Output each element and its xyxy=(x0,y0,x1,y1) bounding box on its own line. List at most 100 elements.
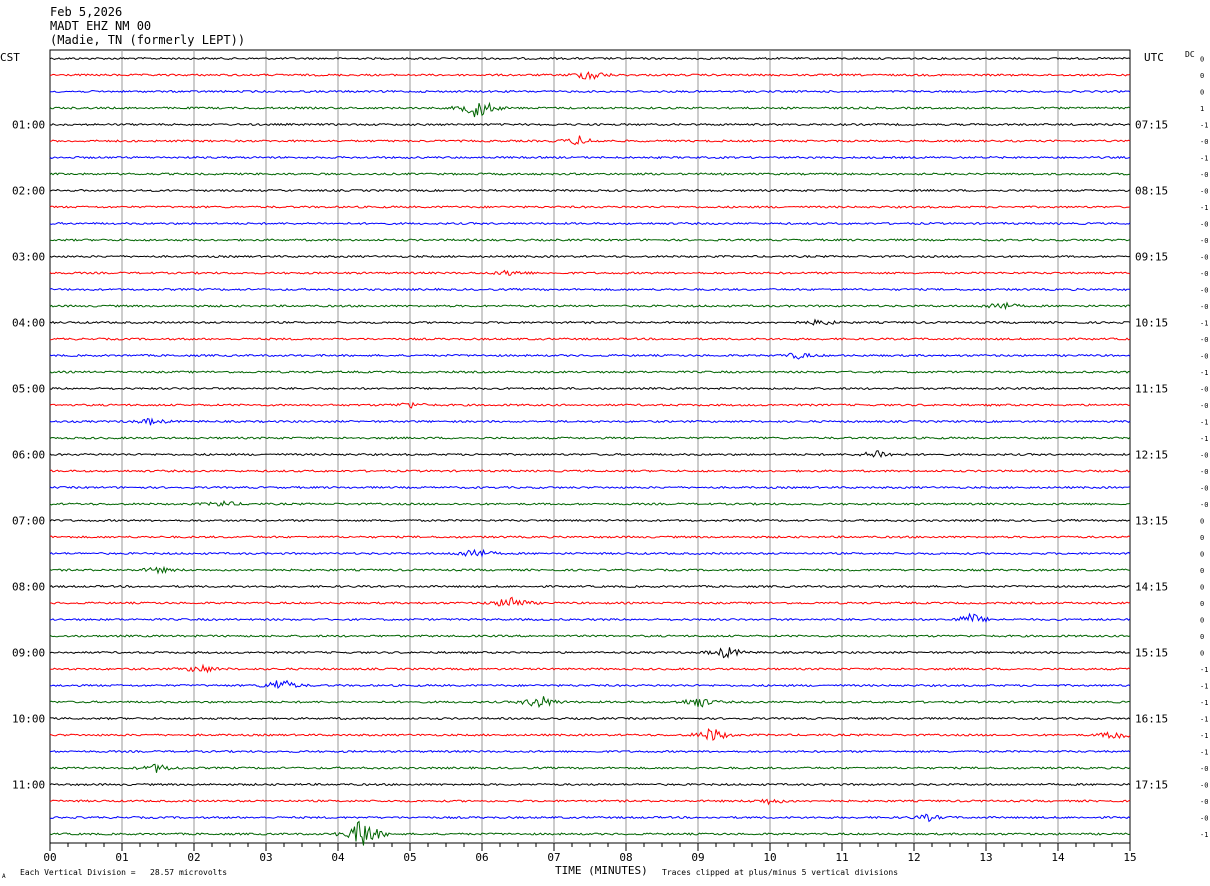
seismic-trace xyxy=(49,56,1131,61)
seismic-trace xyxy=(49,813,1131,823)
seismic-trace xyxy=(49,584,1130,589)
seismic-trace xyxy=(49,352,1131,360)
x-tick-label: 15 xyxy=(1123,851,1136,864)
seismic-trace xyxy=(49,287,1131,292)
dc-offset-label: -1 xyxy=(1200,320,1208,328)
seismic-trace xyxy=(49,205,1131,209)
dc-offset-label: 0 xyxy=(1200,534,1204,542)
seismic-trace xyxy=(50,663,1131,674)
seismic-trace xyxy=(49,548,1131,558)
left-hour-label: 10:00 xyxy=(12,713,45,726)
seismic-trace xyxy=(49,647,1131,659)
left-hour-label: 03:00 xyxy=(12,251,45,264)
dc-offset-label: -1 xyxy=(1200,716,1208,724)
right-hour-label: 12:15 xyxy=(1135,449,1168,462)
seismic-trace xyxy=(49,798,1131,806)
dc-offset-label: 0 xyxy=(1200,584,1204,592)
dc-offset-label: -1 xyxy=(1200,732,1208,740)
clipping-note: Traces clipped at plus/minus 5 vertical … xyxy=(662,868,898,877)
right-hour-label: 11:15 xyxy=(1135,383,1168,396)
dc-offset-label: -0 xyxy=(1200,221,1208,229)
label-group: 00 01 02 03 04 05 06 07 08 09 10 11 12 13 14 150001-1-0… xyxy=(12,56,1208,865)
x-axis-title: TIME (MINUTES) xyxy=(555,864,648,877)
right-hour-label: 15:15 xyxy=(1135,647,1168,660)
vertical-division-note: Each Vertical Division = 28.57 microvolt… xyxy=(20,868,227,877)
trace-group xyxy=(49,56,1131,846)
dc-offset-label: -0 xyxy=(1200,336,1208,344)
dc-offset-label: 0 xyxy=(1200,518,1204,526)
dc-offset-label: -1 xyxy=(1200,419,1208,427)
seismic-trace xyxy=(49,782,1131,787)
dc-offset-label: -1 xyxy=(1200,831,1208,839)
seismic-trace xyxy=(49,301,1131,311)
seismic-trace xyxy=(49,436,1131,440)
seismic-trace xyxy=(49,221,1131,226)
x-tick-label: 12 xyxy=(907,851,920,864)
dc-offset-label: 0 xyxy=(1200,617,1204,625)
right-hour-label: 07:15 xyxy=(1135,119,1168,132)
seismic-trace xyxy=(49,518,1131,523)
station-id: MADT EHZ NM 00 xyxy=(50,19,152,33)
dc-offset-label: -0 xyxy=(1200,468,1208,476)
x-tick-label: 11 xyxy=(835,851,848,864)
seismic-trace xyxy=(49,763,1131,773)
chart-date: Feb 5,2026 xyxy=(50,5,123,19)
dc-offset-label: -0 xyxy=(1200,782,1208,790)
seismic-trace xyxy=(49,101,1131,118)
dc-offset-label: -0 xyxy=(1200,798,1208,806)
x-tick-label: 00 xyxy=(43,851,56,864)
right-hour-label: 09:15 xyxy=(1135,251,1168,264)
seismic-trace xyxy=(49,89,1131,94)
seismic-trace xyxy=(49,155,1131,160)
left-hour-label: 08:00 xyxy=(12,581,45,594)
left-hour-label: 01:00 xyxy=(12,119,45,132)
dc-offset-label: -1 xyxy=(1200,749,1208,757)
dc-offset-label: -0 xyxy=(1200,815,1208,823)
dc-offset-label: 1 xyxy=(1200,105,1204,113)
dc-offset-label: 0 xyxy=(1200,633,1204,641)
seismic-trace xyxy=(49,450,1131,458)
seismic-trace xyxy=(49,337,1131,341)
dc-offset-label: -0 xyxy=(1200,501,1208,509)
seismic-trace xyxy=(49,469,1131,473)
dc-offset-label: 0 xyxy=(1200,551,1204,559)
dc-offset-label: -1 xyxy=(1200,683,1208,691)
seismic-trace xyxy=(49,318,1131,326)
seismic-trace xyxy=(49,820,1131,846)
x-tick-label: 08 xyxy=(619,851,632,864)
dc-offset-label: -1 xyxy=(1200,435,1208,443)
right-hour-label: 08:15 xyxy=(1135,185,1168,198)
dc-offset-label: -0 xyxy=(1200,386,1208,394)
left-timezone-label: CST xyxy=(0,51,20,64)
x-tick-label: 07 xyxy=(547,851,560,864)
left-hour-label: 11:00 xyxy=(12,779,45,792)
seismic-trace xyxy=(49,679,1131,689)
x-tick-label: 09 xyxy=(691,851,704,864)
x-tick-label: 06 xyxy=(475,851,488,864)
dc-offset-label: -0 xyxy=(1200,270,1208,278)
corner-mark: A xyxy=(2,873,6,880)
dc-offset-label: -0 xyxy=(1200,402,1208,410)
dc-offset-label: -1 xyxy=(1200,204,1208,212)
seismic-trace xyxy=(49,238,1131,242)
dc-label: DC xyxy=(1185,50,1195,59)
plot-frame xyxy=(49,49,1131,844)
dc-offset-label: -1 xyxy=(1200,155,1208,163)
seismic-trace xyxy=(49,749,1131,754)
left-hour-label: 02:00 xyxy=(12,185,45,198)
dc-offset-label: -0 xyxy=(1200,287,1208,295)
x-tick-label: 03 xyxy=(259,851,272,864)
seismic-trace xyxy=(49,716,1131,721)
seismic-trace xyxy=(49,401,1131,409)
left-hour-label: 04:00 xyxy=(12,317,45,330)
dc-offset-label: -0 xyxy=(1200,353,1208,361)
x-tick-label: 04 xyxy=(331,851,345,864)
dc-offset-label: -0 xyxy=(1200,485,1208,493)
right-timezone-label: UTC xyxy=(1144,51,1164,64)
dc-offset-label: -0 xyxy=(1200,765,1208,773)
seismic-trace xyxy=(49,417,1131,426)
seismic-trace xyxy=(49,254,1131,259)
seismic-trace xyxy=(49,535,1131,539)
seismic-trace xyxy=(49,499,1131,507)
